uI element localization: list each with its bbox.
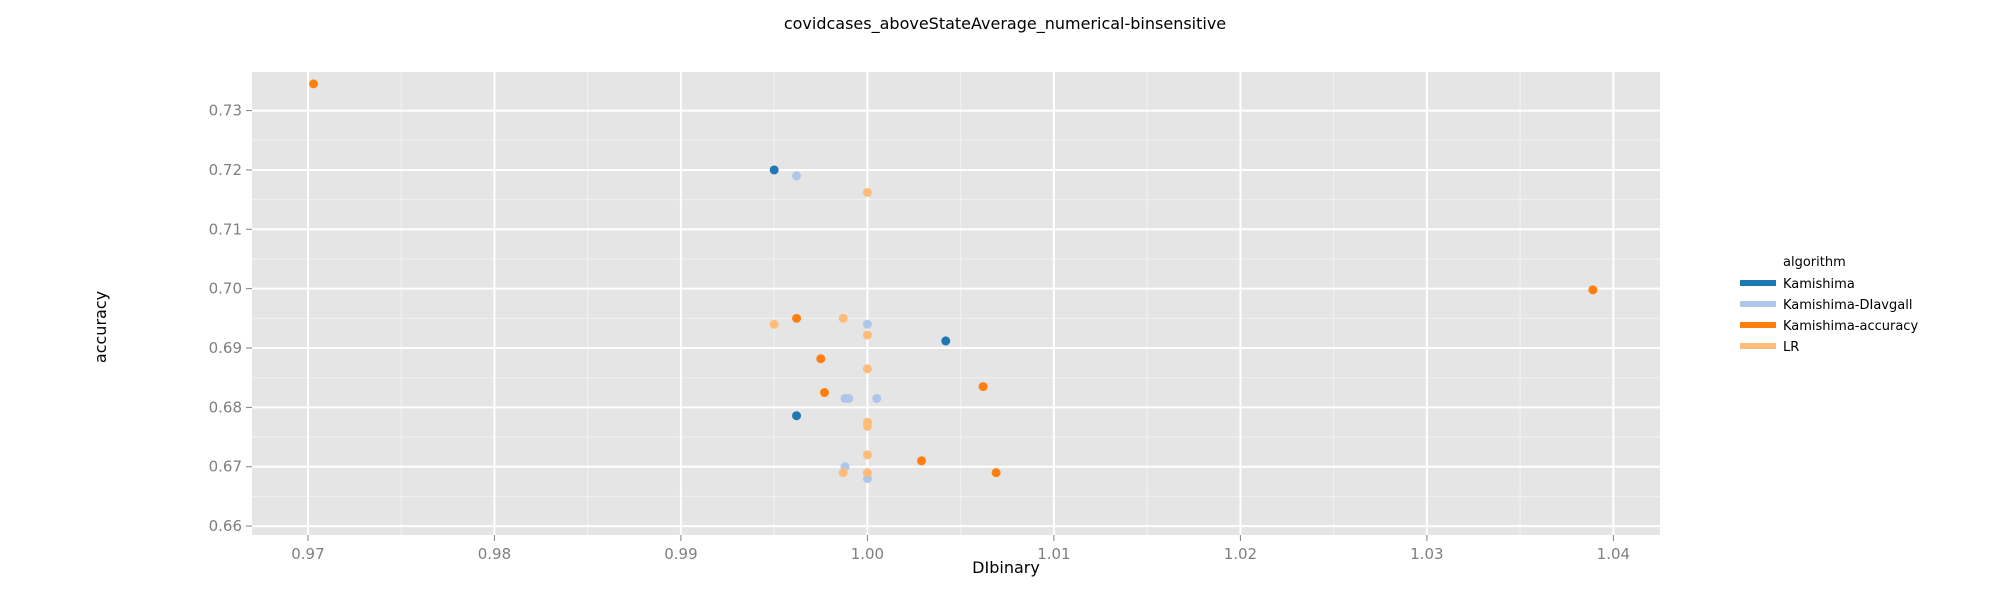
x-tick-label: 1.00 [851,545,884,563]
data-point [862,468,872,478]
y-tick-label: 0.68 [209,398,242,416]
legend-label: Kamishima [1783,277,1855,292]
legend-label: LR [1783,340,1799,355]
data-point [862,319,872,329]
data-points [309,79,1598,484]
x-axis-label: DIbinary [972,558,1040,577]
plot-panel [252,72,1660,535]
data-point [844,393,854,403]
data-point [820,388,830,398]
data-point [862,364,872,374]
y-tick-label: 0.72 [209,161,242,179]
data-point [862,187,872,197]
major-gridlines [252,72,1660,535]
data-point [872,393,882,403]
data-point [862,330,872,340]
minor-gridlines [252,72,1660,535]
x-tick-label: 0.99 [664,545,697,563]
legend-label: Kamishima-accuracy [1783,319,1918,334]
y-tick-label: 0.70 [209,280,242,298]
data-point [769,165,779,175]
x-tick-label: 0.98 [478,545,511,563]
legend-swatch [1740,343,1776,349]
axis-ticks: 0.97 0.98 0.99 1.00 1.01 1.02 1.03 1.04 0.66 0.67… [209,102,1630,563]
data-point [816,354,826,364]
legend-swatch [1740,322,1776,328]
legend-swatch [1740,301,1776,307]
data-point [862,421,872,431]
x-tick-label: 1.03 [1410,545,1443,563]
x-tick-label: 1.04 [1597,545,1630,563]
data-point [862,450,872,460]
data-point [916,456,926,466]
x-tick-label: 1.02 [1224,545,1257,563]
legend-label: Kamishima-DIavgall [1783,298,1912,313]
y-axis-label: accuracy [91,291,110,363]
legend-swatch [1740,280,1776,286]
data-point [792,171,802,181]
legend: algorithm Kamishima Kamishima-DIavgall Kam… [1740,255,1918,355]
data-point [769,319,779,329]
x-tick-label: 1.01 [1037,545,1070,563]
data-point [792,313,802,323]
y-tick-label: 0.66 [209,517,242,535]
data-point [941,336,951,346]
y-tick-label: 0.71 [209,220,242,238]
y-tick-label: 0.69 [209,339,242,357]
data-point [991,468,1001,478]
data-point [1588,285,1598,295]
x-tick-label: 0.97 [291,545,324,563]
y-tick-label: 0.67 [209,458,242,476]
data-point [309,79,319,89]
data-point [838,313,848,323]
data-point [838,468,848,478]
legend-title: algorithm [1783,255,1846,270]
y-tick-label: 0.73 [209,102,242,120]
chart-title: covidcases_aboveStateAverage_numerical-b… [784,14,1226,34]
data-point [792,411,802,421]
data-point [978,382,988,392]
